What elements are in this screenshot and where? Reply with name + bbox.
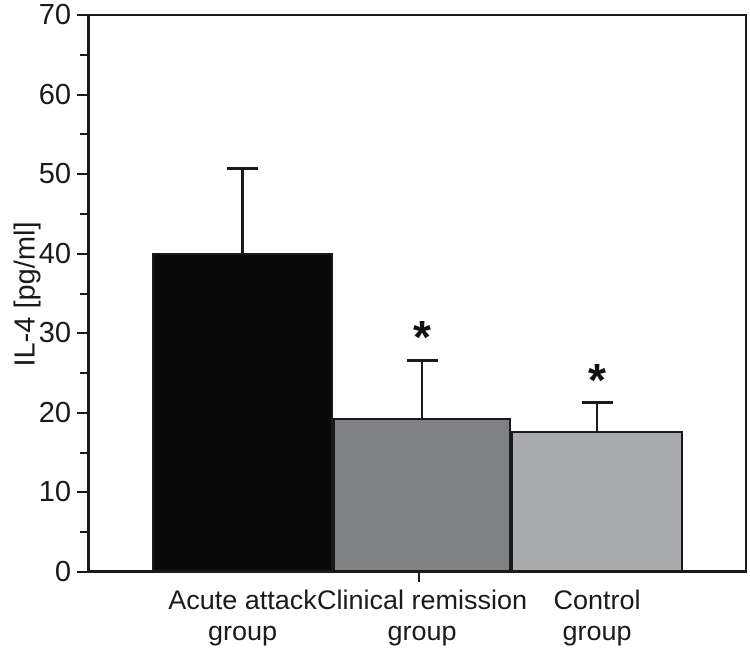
- error-bar-stem: [241, 168, 244, 253]
- y-axis-major-tick: [77, 173, 87, 176]
- x-axis-category-label: Acute attack group: [128, 585, 358, 647]
- x-axis-category-label-line: Acute attack: [168, 585, 317, 615]
- x-axis-category-label-line: group: [207, 616, 278, 646]
- x-axis-category-label-line: group: [562, 616, 632, 646]
- y-axis-major-tick: [77, 491, 87, 494]
- error-bar-cap: [581, 401, 613, 404]
- bar-clinical-remission-group: [333, 418, 511, 572]
- y-axis-major-tick: [77, 14, 87, 16]
- y-axis-tick-label: 40: [38, 237, 71, 270]
- y-axis-major-tick: [77, 252, 87, 255]
- significance-asterisk: *: [413, 311, 431, 364]
- x-axis-category-label-line: group: [387, 616, 457, 646]
- error-bar-stem: [595, 402, 599, 432]
- y-axis-tick-label: 70: [38, 0, 71, 31]
- y-axis-tick-label: 30: [38, 317, 71, 350]
- y-axis-tick-label: 20: [38, 396, 71, 429]
- x-axis-category-label: Control group: [482, 585, 712, 647]
- y-axis-minor-tick: [80, 292, 87, 295]
- y-axis-minor-tick: [80, 531, 87, 534]
- x-axis-category-label-line: Clinical remission: [316, 585, 528, 615]
- y-axis-tick-label: 10: [38, 476, 71, 509]
- y-axis-tick-label: 0: [54, 556, 71, 588]
- y-axis-minor-tick: [80, 451, 87, 454]
- bar-acute-attack-group: [152, 252, 333, 572]
- error-bar-cap: [406, 358, 438, 362]
- y-axis-tick-label: 60: [38, 78, 71, 111]
- y-axis-major-tick: [77, 93, 87, 96]
- error-bar-stem: [420, 360, 424, 419]
- bar-control-group: [511, 431, 683, 572]
- y-axis-major-tick: [77, 571, 87, 573]
- x-axis-category-label: Clinical remission group: [307, 585, 537, 647]
- y-axis-minor-tick: [80, 53, 87, 56]
- y-axis-major-tick: [77, 332, 87, 335]
- y-axis-minor-tick: [80, 372, 87, 375]
- y-axis-major-tick: [77, 411, 87, 414]
- significance-asterisk: *: [588, 353, 606, 406]
- y-axis-tick-label: 50: [38, 158, 71, 191]
- x-axis-category-label-line: Control: [553, 585, 641, 615]
- y-axis-minor-tick: [80, 212, 87, 215]
- error-bar-cap: [227, 167, 258, 171]
- x-axis-tick: [417, 573, 420, 582]
- y-axis-minor-tick: [80, 133, 87, 136]
